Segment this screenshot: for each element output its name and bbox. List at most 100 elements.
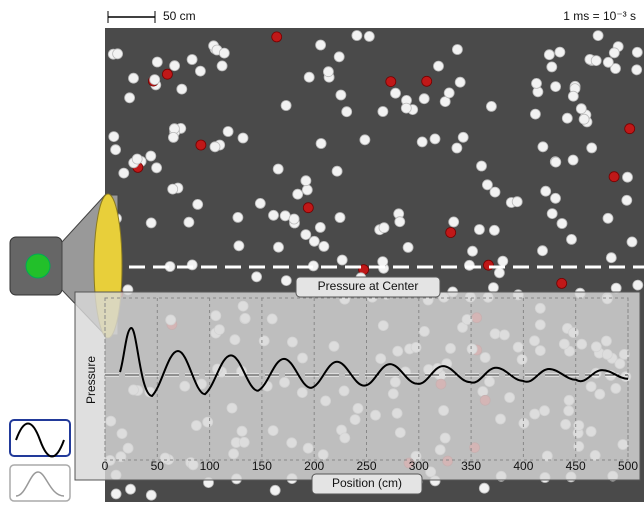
- particle: [176, 83, 188, 95]
- particle: [493, 267, 505, 279]
- particle: [567, 154, 579, 166]
- particle: [322, 66, 334, 78]
- particle: [531, 78, 542, 89]
- particle: [400, 102, 412, 114]
- particle: [280, 275, 292, 287]
- particle: [467, 245, 478, 257]
- particle: [192, 198, 204, 210]
- particle: [473, 224, 485, 235]
- particle: [272, 163, 284, 175]
- particle: [418, 93, 430, 105]
- particle: [335, 89, 347, 101]
- particle: [550, 156, 562, 168]
- particle: [537, 141, 549, 153]
- particle: [578, 113, 590, 125]
- graph-panel: [74, 291, 641, 481]
- particle: [481, 179, 493, 191]
- particle: [315, 39, 327, 51]
- particle: [331, 165, 343, 177]
- x-tick-label: 350: [461, 459, 481, 473]
- particle: [292, 188, 304, 200]
- particle: [457, 131, 469, 143]
- particle: [488, 224, 500, 236]
- wave-icon: [15, 422, 65, 458]
- particle: [145, 489, 157, 501]
- particle: [233, 240, 245, 252]
- particle: [605, 252, 617, 264]
- particle: [543, 49, 555, 61]
- particle: [590, 55, 602, 66]
- particle: [336, 254, 348, 266]
- x-tick-label: 400: [513, 459, 533, 473]
- particle: [390, 87, 401, 99]
- pressure-curve: [119, 326, 629, 398]
- scale-label: 50 cm: [163, 9, 196, 23]
- particle: [566, 233, 577, 245]
- particle: [487, 282, 499, 294]
- x-tick-label: 450: [566, 459, 586, 473]
- particle: [463, 259, 475, 271]
- x-tick-label: 0: [102, 459, 109, 473]
- particle: [194, 65, 206, 77]
- red-particle: [271, 31, 283, 43]
- red-particle: [161, 68, 173, 80]
- particle: [125, 483, 136, 495]
- particle: [476, 160, 487, 172]
- particle: [169, 60, 181, 72]
- particle: [273, 241, 284, 253]
- particle: [131, 153, 143, 165]
- red-particle: [421, 75, 433, 87]
- particle: [288, 213, 300, 225]
- wave-button[interactable]: [9, 419, 71, 458]
- red-particle: [483, 259, 494, 271]
- time-label: 1 ms = 10⁻³ s: [563, 9, 636, 23]
- particle: [546, 61, 558, 73]
- particle: [621, 194, 633, 206]
- particle: [429, 133, 441, 145]
- x-tick-label: 200: [304, 459, 324, 473]
- particle: [216, 60, 228, 72]
- particle: [280, 100, 292, 111]
- x-tick-label: 250: [356, 459, 376, 473]
- particle: [631, 64, 643, 76]
- particle: [232, 211, 244, 223]
- particle: [318, 240, 330, 252]
- red-particle: [195, 139, 207, 151]
- particle: [145, 150, 157, 162]
- particle: [554, 46, 566, 58]
- particle: [622, 171, 633, 183]
- particle: [251, 271, 263, 283]
- pulse-icon: [15, 471, 65, 497]
- particle: [108, 131, 120, 143]
- graph-title: Pressure at Center: [318, 279, 419, 293]
- particle: [314, 221, 326, 233]
- particle: [556, 218, 568, 229]
- particle: [511, 196, 523, 208]
- particle: [497, 255, 509, 267]
- particle: [489, 186, 501, 198]
- x-tick-label: 150: [252, 459, 272, 473]
- particle: [378, 222, 390, 234]
- particle: [269, 484, 281, 496]
- particle: [110, 144, 121, 156]
- red-particle: [624, 123, 636, 135]
- particle: [439, 96, 451, 107]
- particle: [237, 132, 249, 144]
- red-particle: [556, 277, 568, 289]
- graph-title-tab: [295, 276, 441, 298]
- particle: [537, 245, 548, 257]
- particle: [303, 71, 315, 83]
- particle: [394, 216, 406, 228]
- particle: [610, 63, 621, 74]
- particle: [268, 209, 279, 221]
- x-tick-label: 300: [409, 459, 429, 473]
- particle: [478, 482, 490, 494]
- particle: [451, 142, 463, 154]
- particle: [592, 30, 604, 41]
- pulse-button[interactable]: [9, 464, 71, 502]
- particle: [151, 56, 163, 68]
- particle: [183, 216, 195, 228]
- red-particle: [385, 76, 397, 87]
- particle: [186, 54, 198, 65]
